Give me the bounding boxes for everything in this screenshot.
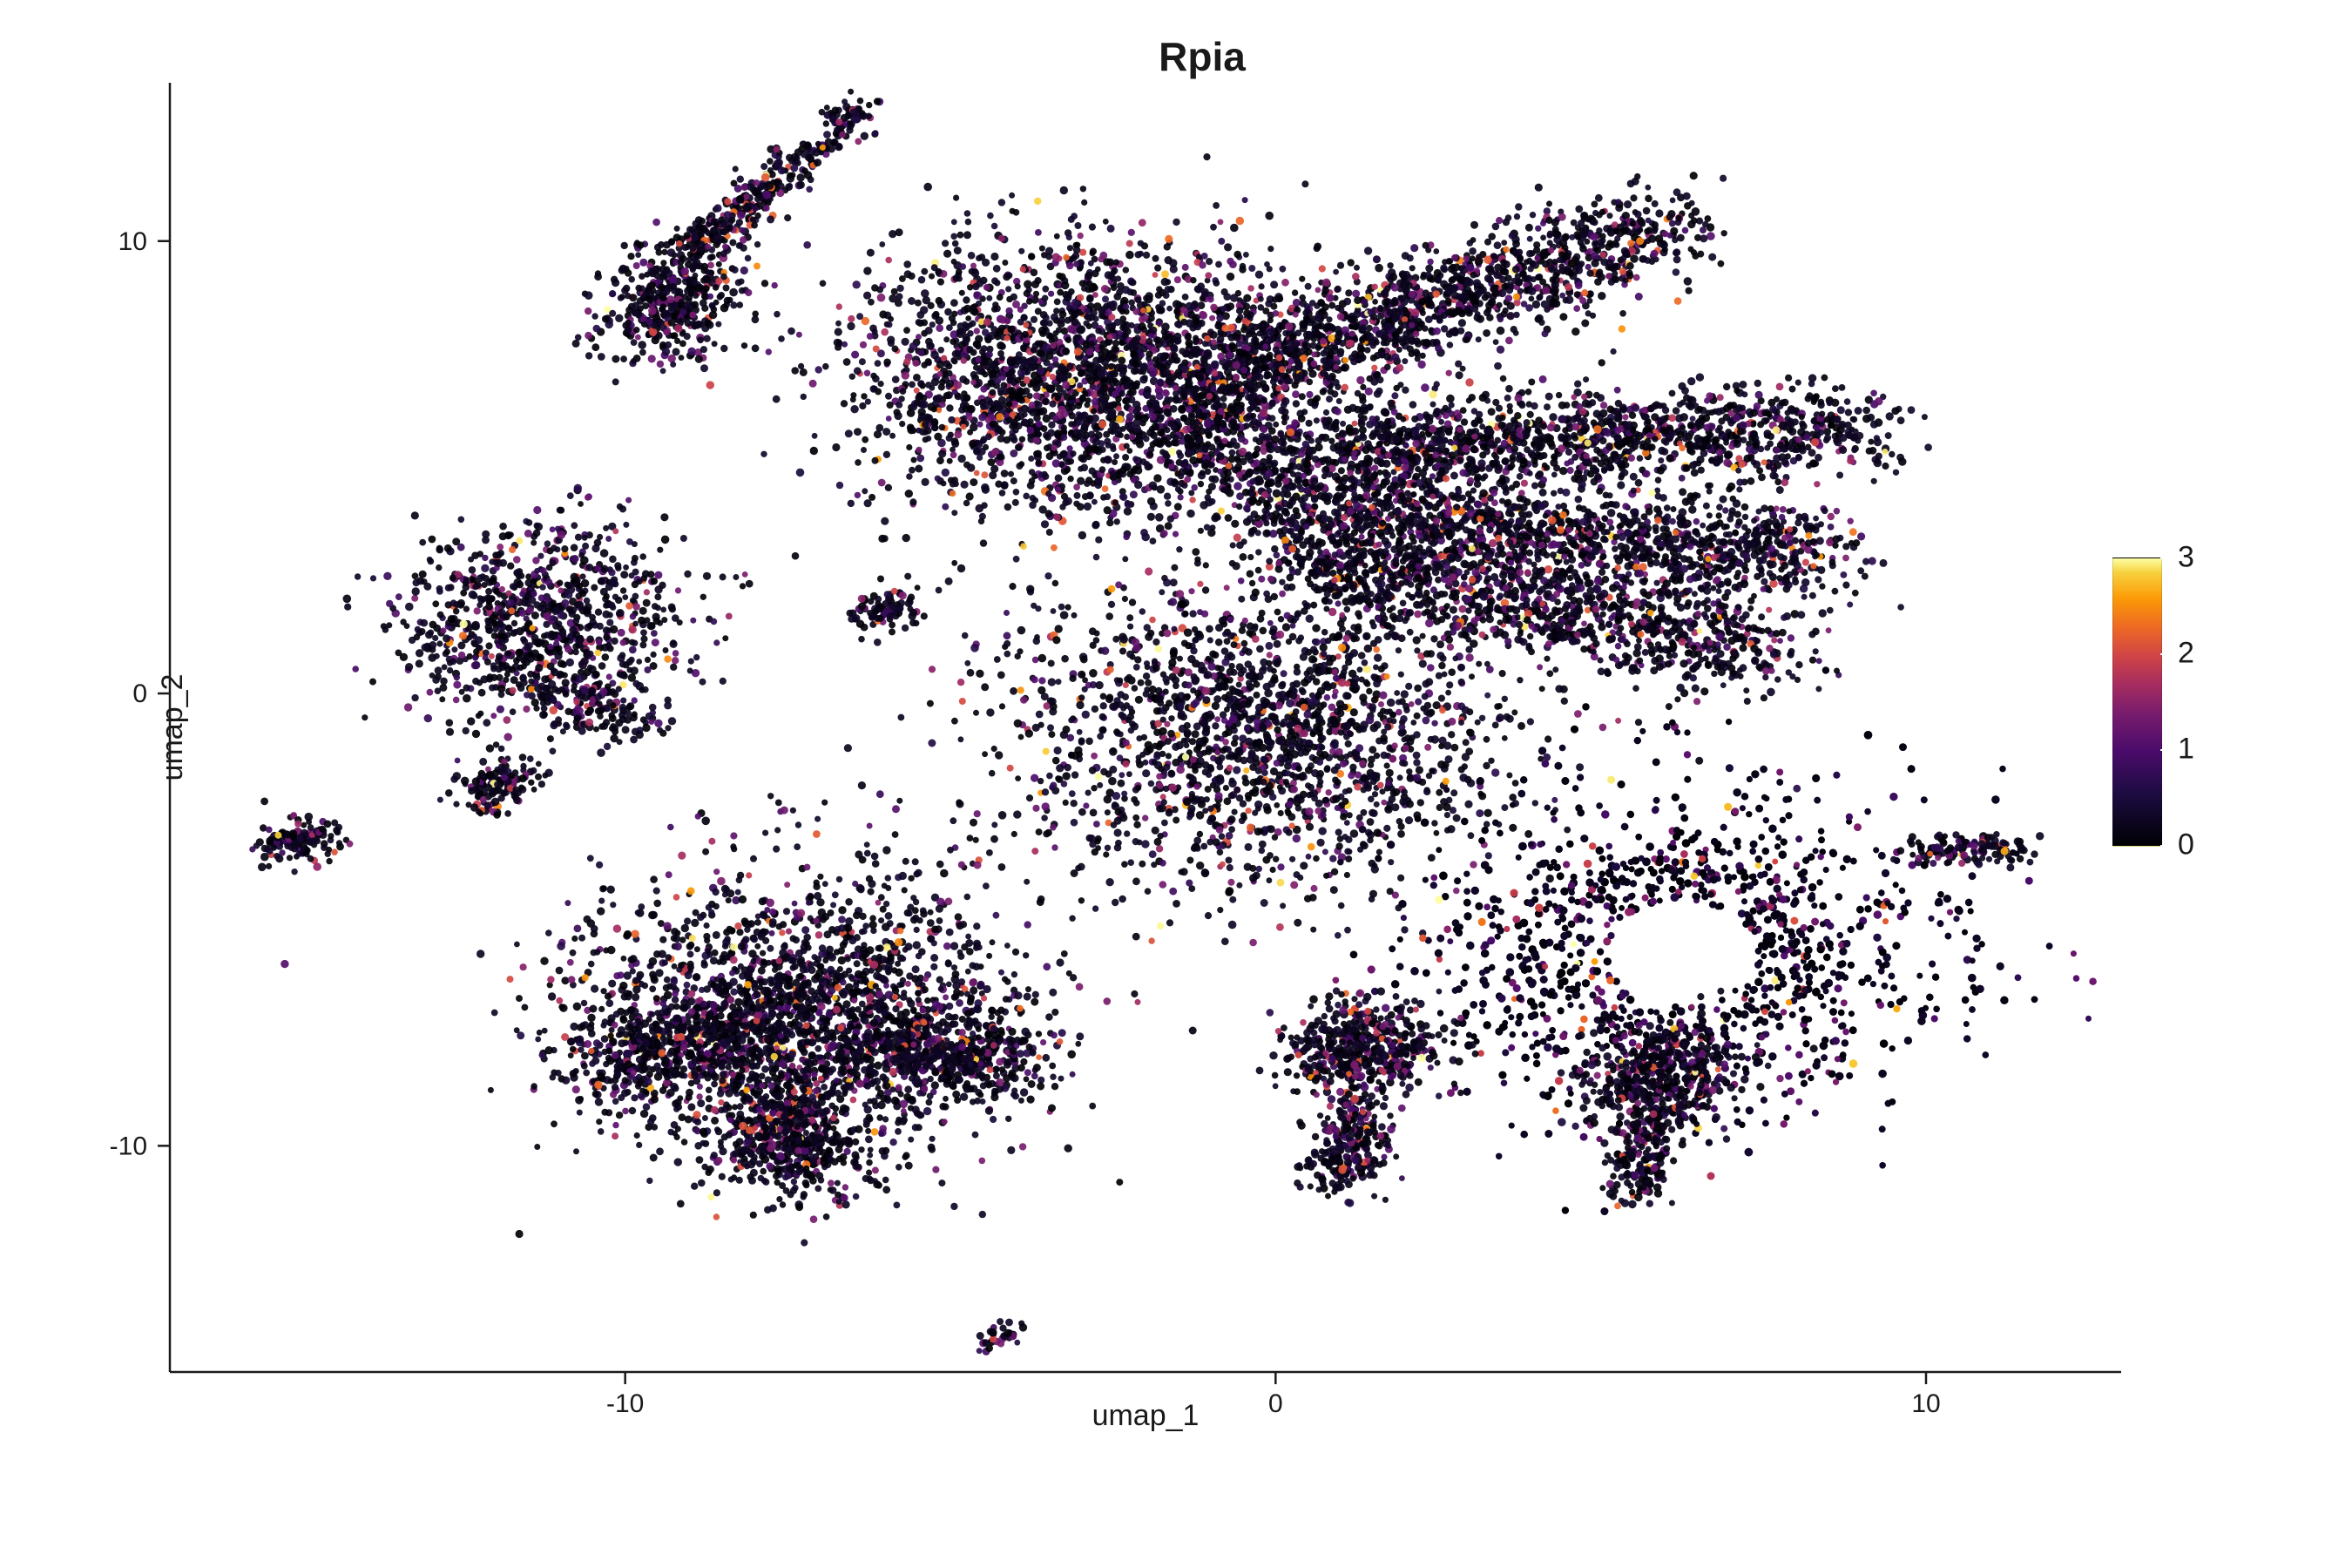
legend-tick-1 xyxy=(2160,749,2173,751)
plot-title: Rpia xyxy=(1028,33,1376,80)
plot-area: -10 0 10 -10 0 10 umap_2 umap_1 xyxy=(170,83,2121,1372)
legend-label-3: 3 xyxy=(2178,541,2194,575)
y-axis-label: umap_2 xyxy=(156,674,190,781)
scatter-svg xyxy=(170,83,2121,1372)
umap-plot-page: Rpia -10 0 10 -10 0 10 umap_2 umap_1 0123 xyxy=(0,0,2352,1568)
legend-colorbar xyxy=(2112,558,2162,847)
x-tick-label-10: 10 xyxy=(1911,1389,1940,1418)
legend-label-1: 1 xyxy=(2178,733,2194,767)
legend-label-0: 0 xyxy=(2178,828,2194,862)
legend-label-2: 2 xyxy=(2178,637,2194,671)
legend-tick-3 xyxy=(2160,558,2173,559)
color-legend: 0 1 2 3 xyxy=(2095,540,2269,906)
y-tick-label-10: 10 xyxy=(118,227,147,256)
y-tick-label--10: -10 xyxy=(110,1132,147,1160)
legend-tick-2 xyxy=(2160,653,2173,655)
x-tick-label-0: 0 xyxy=(1268,1389,1283,1418)
legend-tick-0 xyxy=(2160,845,2173,847)
x-axis-label: umap_1 xyxy=(1092,1399,1200,1433)
x-tick-label--10: -10 xyxy=(606,1389,644,1418)
y-tick-label-0: 0 xyxy=(132,679,147,708)
